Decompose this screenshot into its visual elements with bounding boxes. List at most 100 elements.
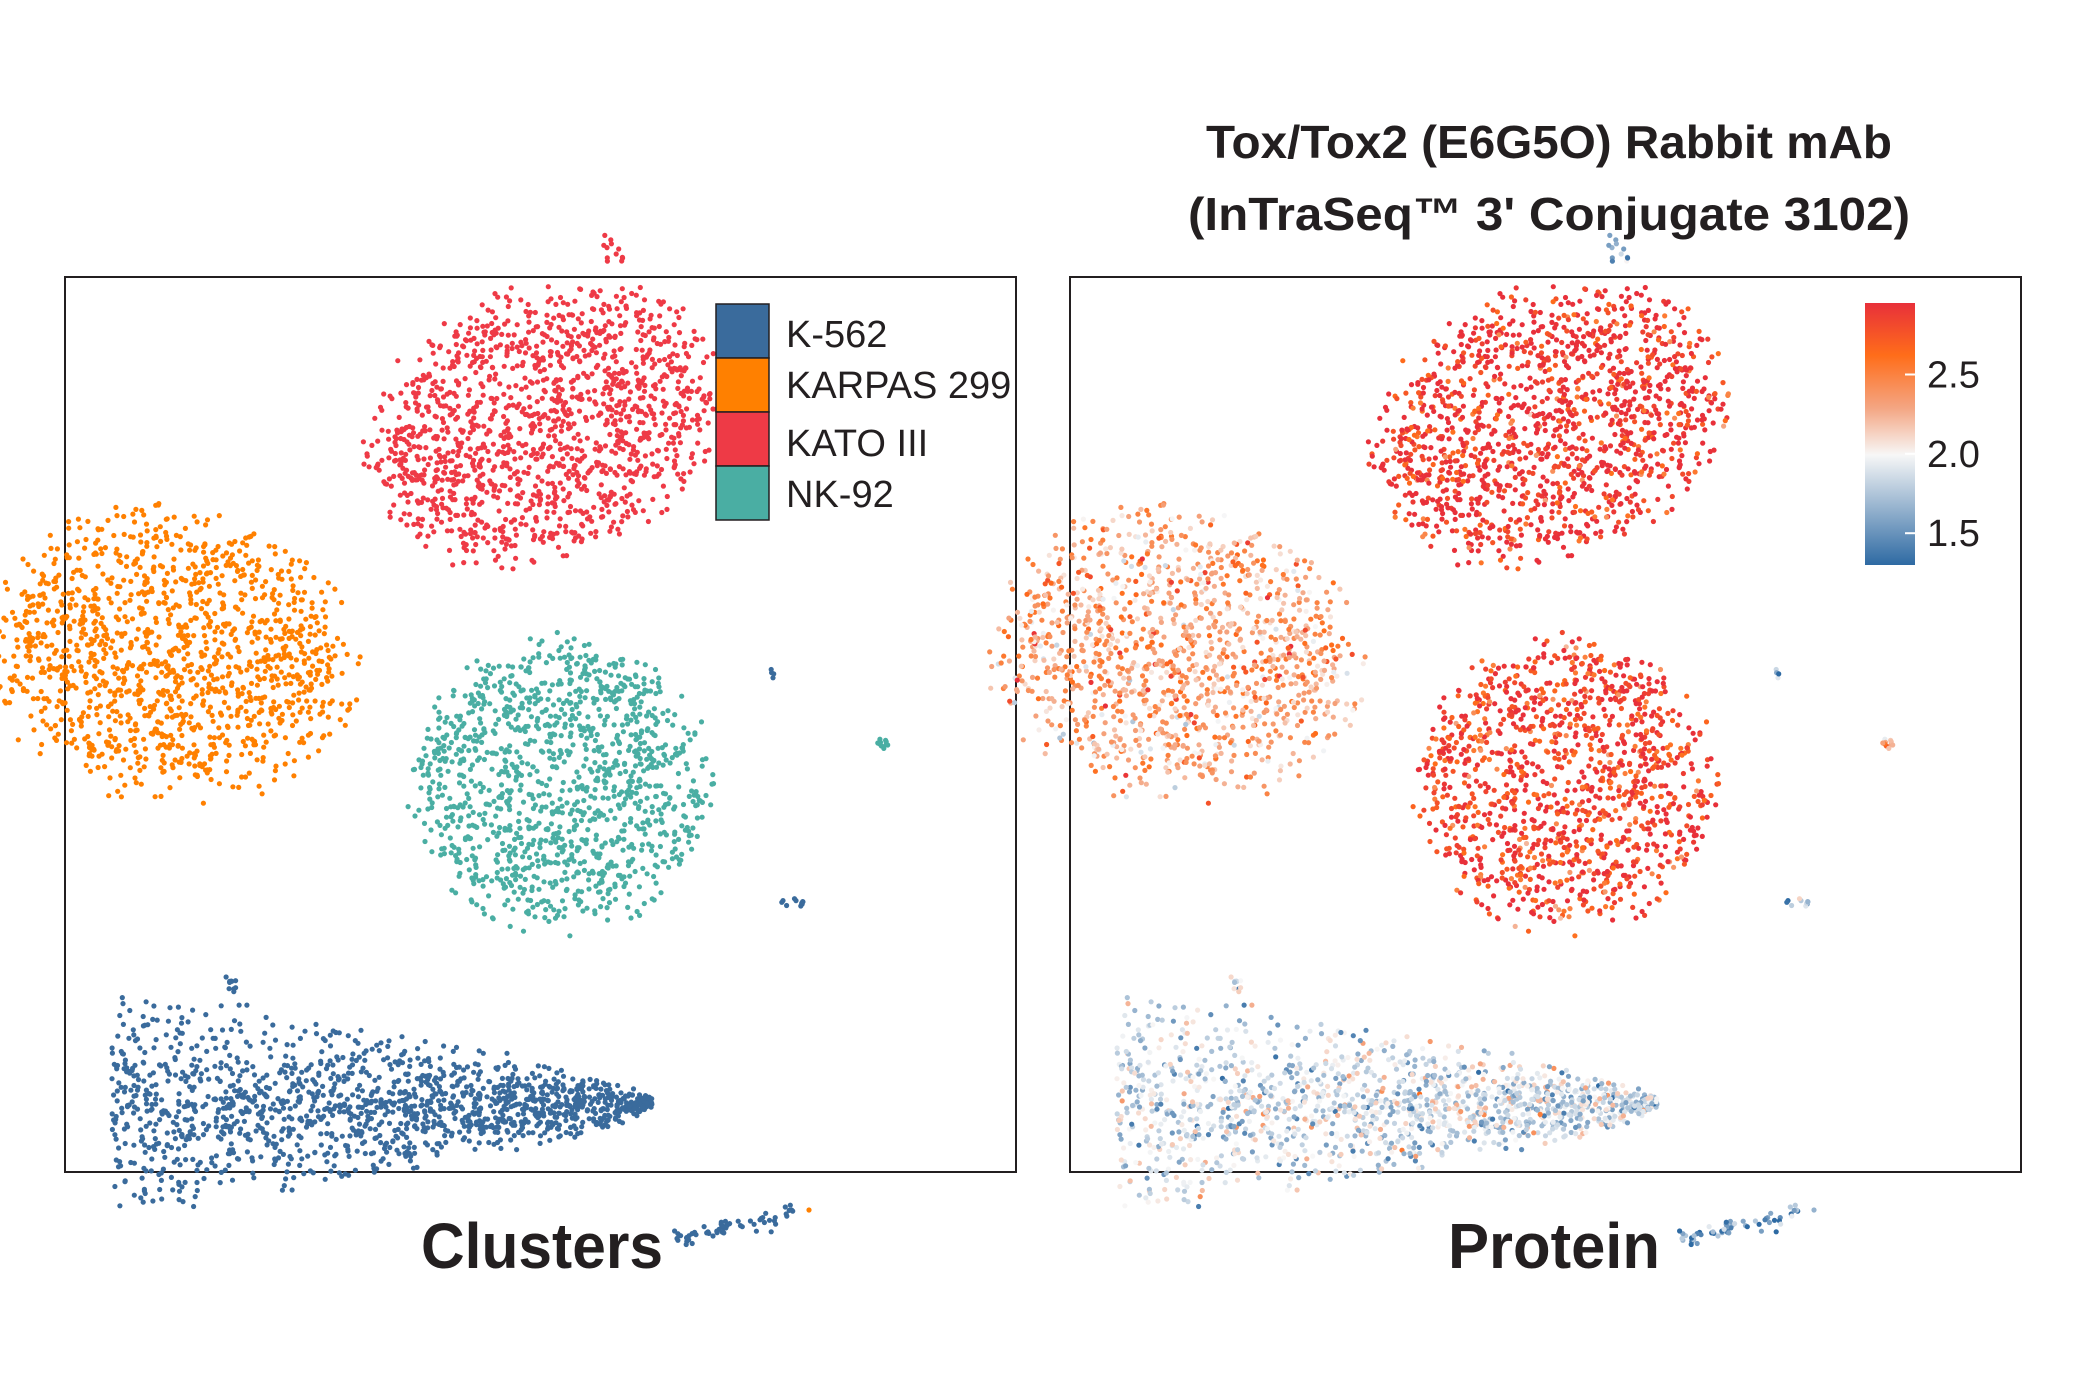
cluster-point	[185, 1133, 191, 1139]
cluster-point	[576, 897, 582, 903]
cluster-point	[495, 325, 501, 331]
cluster-point	[408, 1153, 414, 1159]
cluster-point	[253, 577, 259, 583]
cluster-point	[38, 708, 45, 715]
cluster-point	[534, 343, 540, 349]
cluster-point	[555, 544, 562, 550]
cluster-point	[415, 1046, 421, 1052]
cluster-point	[689, 846, 695, 852]
cluster-point	[286, 1114, 292, 1120]
cluster-point	[282, 761, 288, 767]
cluster-point	[319, 589, 325, 595]
cluster-point	[681, 471, 687, 477]
cluster-point	[474, 738, 480, 744]
cluster-point	[134, 636, 140, 642]
cluster-point	[454, 332, 460, 338]
cluster-point	[92, 663, 98, 669]
cluster-point	[537, 368, 543, 374]
cluster-point	[403, 451, 409, 457]
cluster-point	[532, 483, 539, 489]
cluster-point	[459, 429, 465, 435]
cluster-point	[523, 450, 529, 456]
cluster-point	[627, 456, 633, 462]
cluster-point	[204, 517, 211, 523]
cluster-point	[324, 1159, 330, 1165]
cluster-point	[455, 403, 461, 409]
cluster-point	[440, 505, 446, 511]
cluster-point	[444, 425, 450, 431]
cluster-point	[103, 739, 110, 745]
cluster-point	[520, 928, 527, 934]
cluster-point	[115, 583, 121, 590]
cluster-point	[591, 504, 597, 510]
cluster-point	[576, 358, 583, 364]
cluster-point	[140, 644, 146, 650]
cluster-point	[618, 346, 624, 352]
cluster-point	[486, 893, 492, 899]
cluster-point	[568, 343, 575, 349]
cluster-point	[507, 858, 513, 864]
cluster-point	[637, 711, 643, 717]
cluster-point	[151, 1045, 157, 1051]
cluster-point	[194, 773, 200, 780]
cluster-point	[634, 736, 640, 742]
cluster-point	[238, 1028, 244, 1034]
cluster-point	[594, 294, 600, 300]
cluster-point	[563, 1129, 569, 1136]
cluster-point	[320, 1092, 326, 1098]
cluster-point	[564, 659, 570, 666]
cluster-point	[471, 881, 477, 887]
cluster-point	[660, 483, 667, 489]
cluster-point	[231, 1018, 238, 1024]
cluster-point	[600, 467, 606, 474]
cluster-point	[558, 681, 564, 687]
cluster-point	[657, 378, 663, 384]
cluster-point	[415, 1055, 421, 1061]
cluster-point	[27, 594, 33, 600]
cluster-point	[641, 768, 647, 774]
cluster-point	[435, 475, 441, 482]
cluster-point	[676, 784, 682, 790]
cluster-point	[296, 690, 302, 696]
cluster-point	[347, 1133, 353, 1139]
cluster-point	[422, 424, 428, 430]
cluster-point	[63, 740, 70, 746]
cluster-point	[520, 490, 526, 496]
cluster-point	[637, 783, 643, 790]
cluster-point	[216, 781, 222, 787]
cluster-point	[112, 1132, 118, 1138]
cluster-point	[422, 1038, 428, 1045]
cluster-point	[235, 724, 241, 730]
cluster-point	[127, 715, 133, 721]
cluster-point	[653, 721, 659, 728]
cluster-point	[221, 699, 227, 706]
cluster-point	[291, 599, 297, 606]
cluster-point	[663, 446, 669, 452]
cluster-point	[653, 793, 659, 800]
cluster-point	[562, 842, 568, 848]
cluster-point	[172, 713, 178, 719]
cluster-point	[254, 567, 260, 574]
cluster-point	[566, 312, 572, 318]
cluster-point	[535, 858, 541, 864]
cluster-point	[427, 427, 433, 433]
cluster-point	[451, 723, 457, 730]
cluster-point	[254, 562, 260, 568]
cluster-point	[154, 658, 160, 664]
cluster-point	[127, 727, 134, 734]
cluster-point	[560, 418, 566, 424]
cluster-point	[52, 735, 58, 741]
cluster-point	[528, 423, 534, 429]
cluster-point	[624, 414, 630, 420]
cluster-point	[136, 682, 142, 688]
cluster-point	[619, 286, 625, 292]
cluster-point	[290, 712, 296, 718]
cluster-point	[85, 713, 91, 720]
cluster-point	[242, 743, 248, 749]
cluster-point	[406, 432, 412, 438]
cluster-point	[207, 753, 213, 759]
cluster-point	[123, 746, 129, 752]
cluster-point	[553, 301, 559, 307]
cluster-point	[421, 480, 427, 486]
cluster-point	[576, 710, 582, 717]
